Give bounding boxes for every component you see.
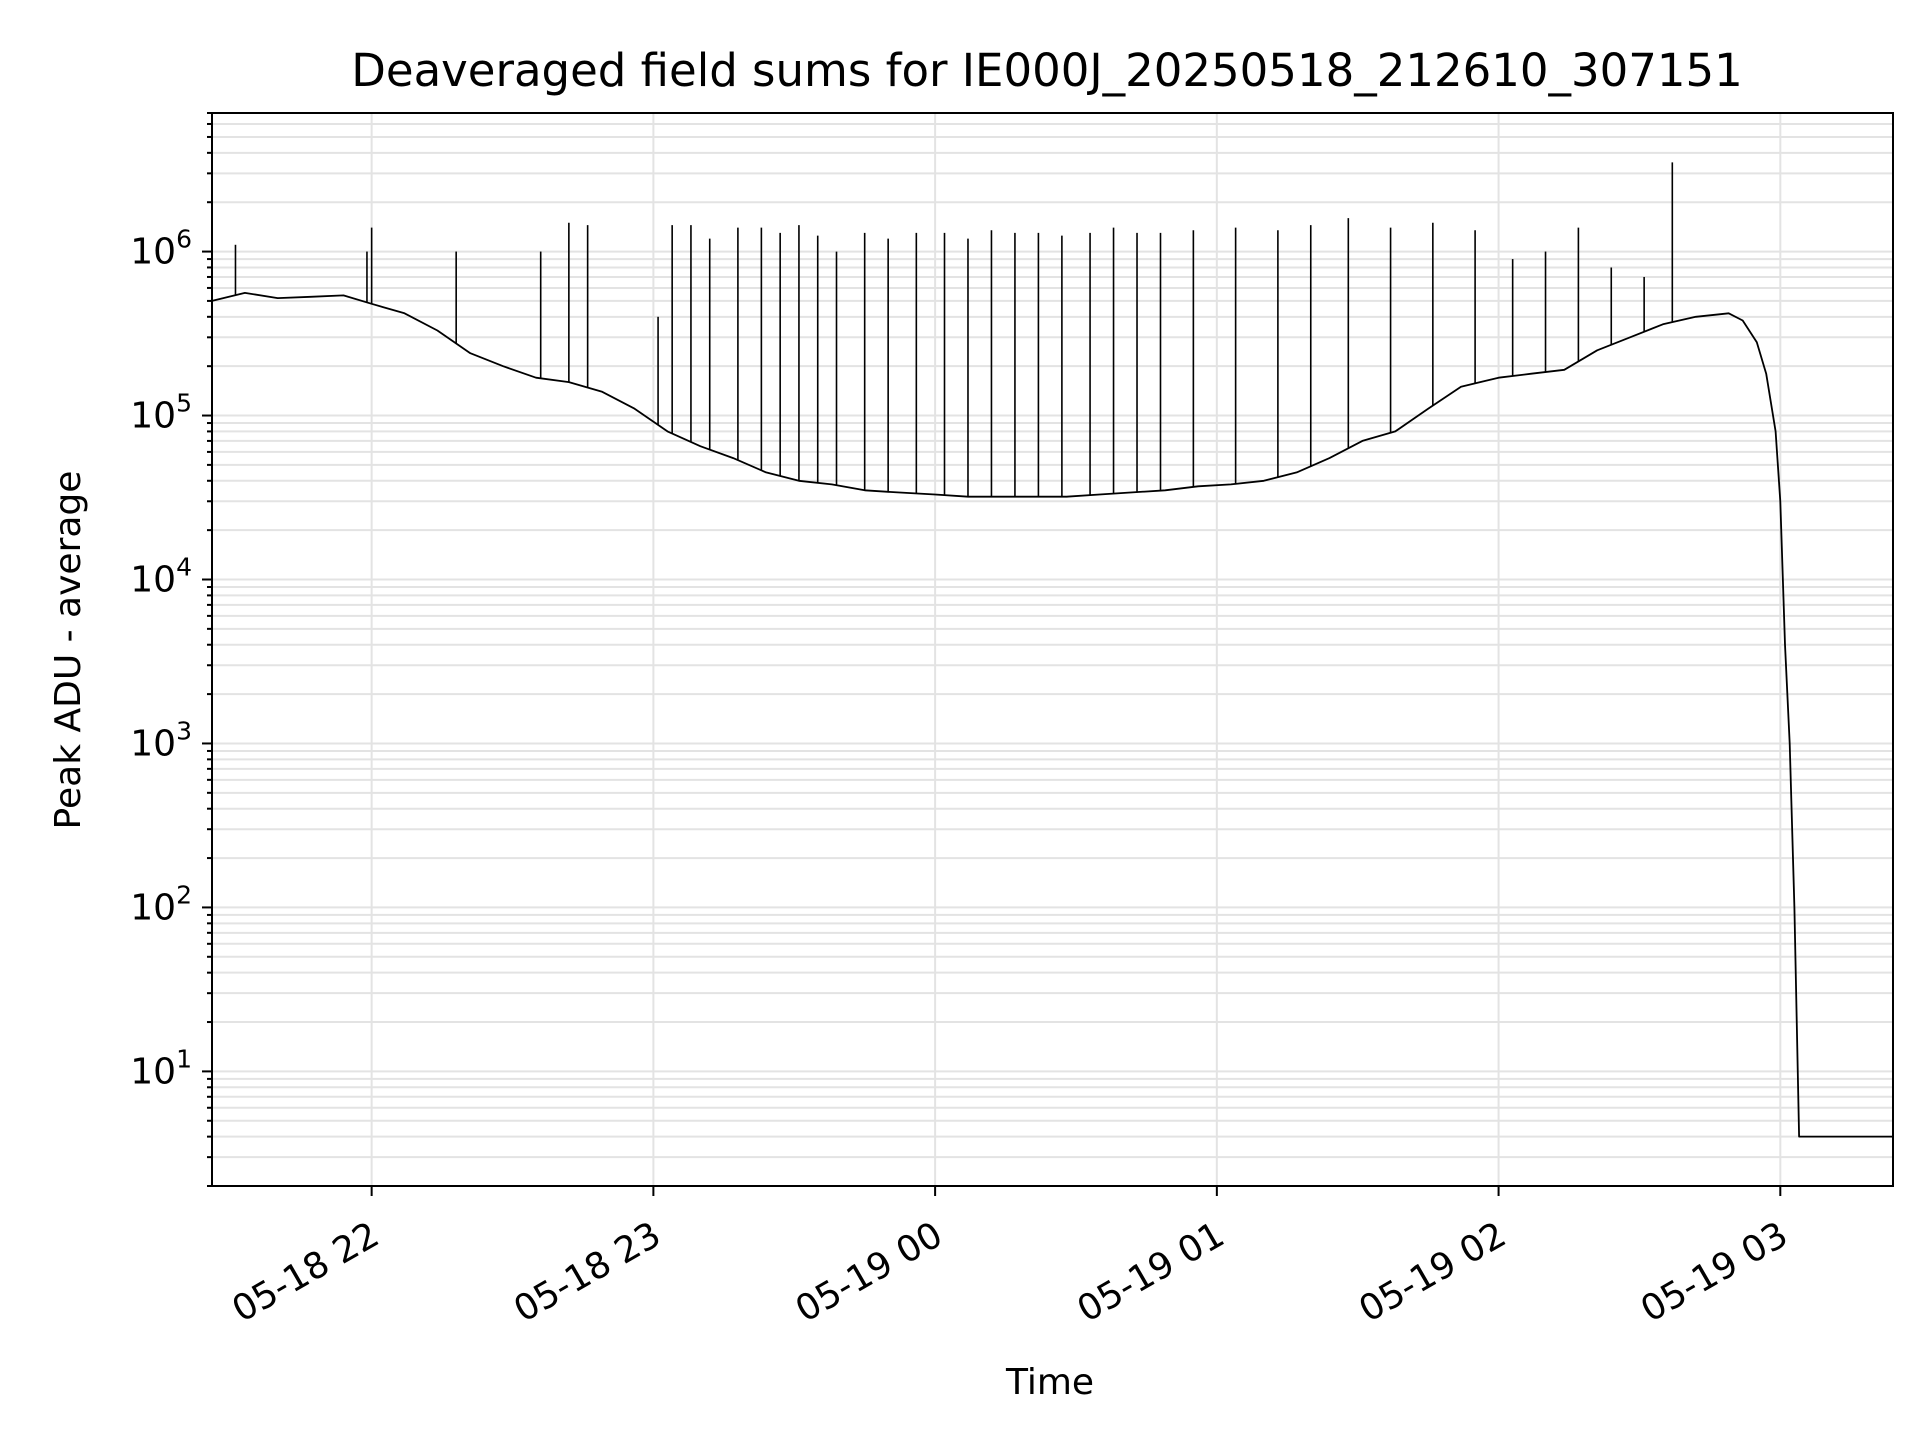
x-tick-label: 05-18 23 xyxy=(507,1214,668,1330)
series-line xyxy=(211,291,1893,1138)
grid-lines xyxy=(212,112,1893,1187)
x-tick-label: 05-19 01 xyxy=(1071,1214,1232,1330)
series-layer xyxy=(211,162,1893,1138)
y-tick-label: 106 xyxy=(130,225,192,273)
x-tick-label: 05-19 03 xyxy=(1634,1214,1795,1330)
y-tick-label: 102 xyxy=(130,880,192,928)
y-tick-label: 105 xyxy=(130,389,192,437)
plot-frame xyxy=(211,112,1894,1187)
chart-title: Deaveraged field sums for IE000J_2025051… xyxy=(351,44,1743,97)
x-tick-label: 05-19 02 xyxy=(1352,1214,1513,1330)
y-tick-label: 103 xyxy=(130,716,192,764)
y-axis-label: Peak ADU - average xyxy=(48,471,89,830)
y-tick-label: 101 xyxy=(130,1044,192,1092)
y-tick-label: 104 xyxy=(130,552,192,600)
x-tick-label: 05-19 00 xyxy=(789,1214,950,1330)
x-tick-label: 05-18 22 xyxy=(225,1214,386,1330)
x-axis-label: Time xyxy=(1005,1362,1094,1403)
